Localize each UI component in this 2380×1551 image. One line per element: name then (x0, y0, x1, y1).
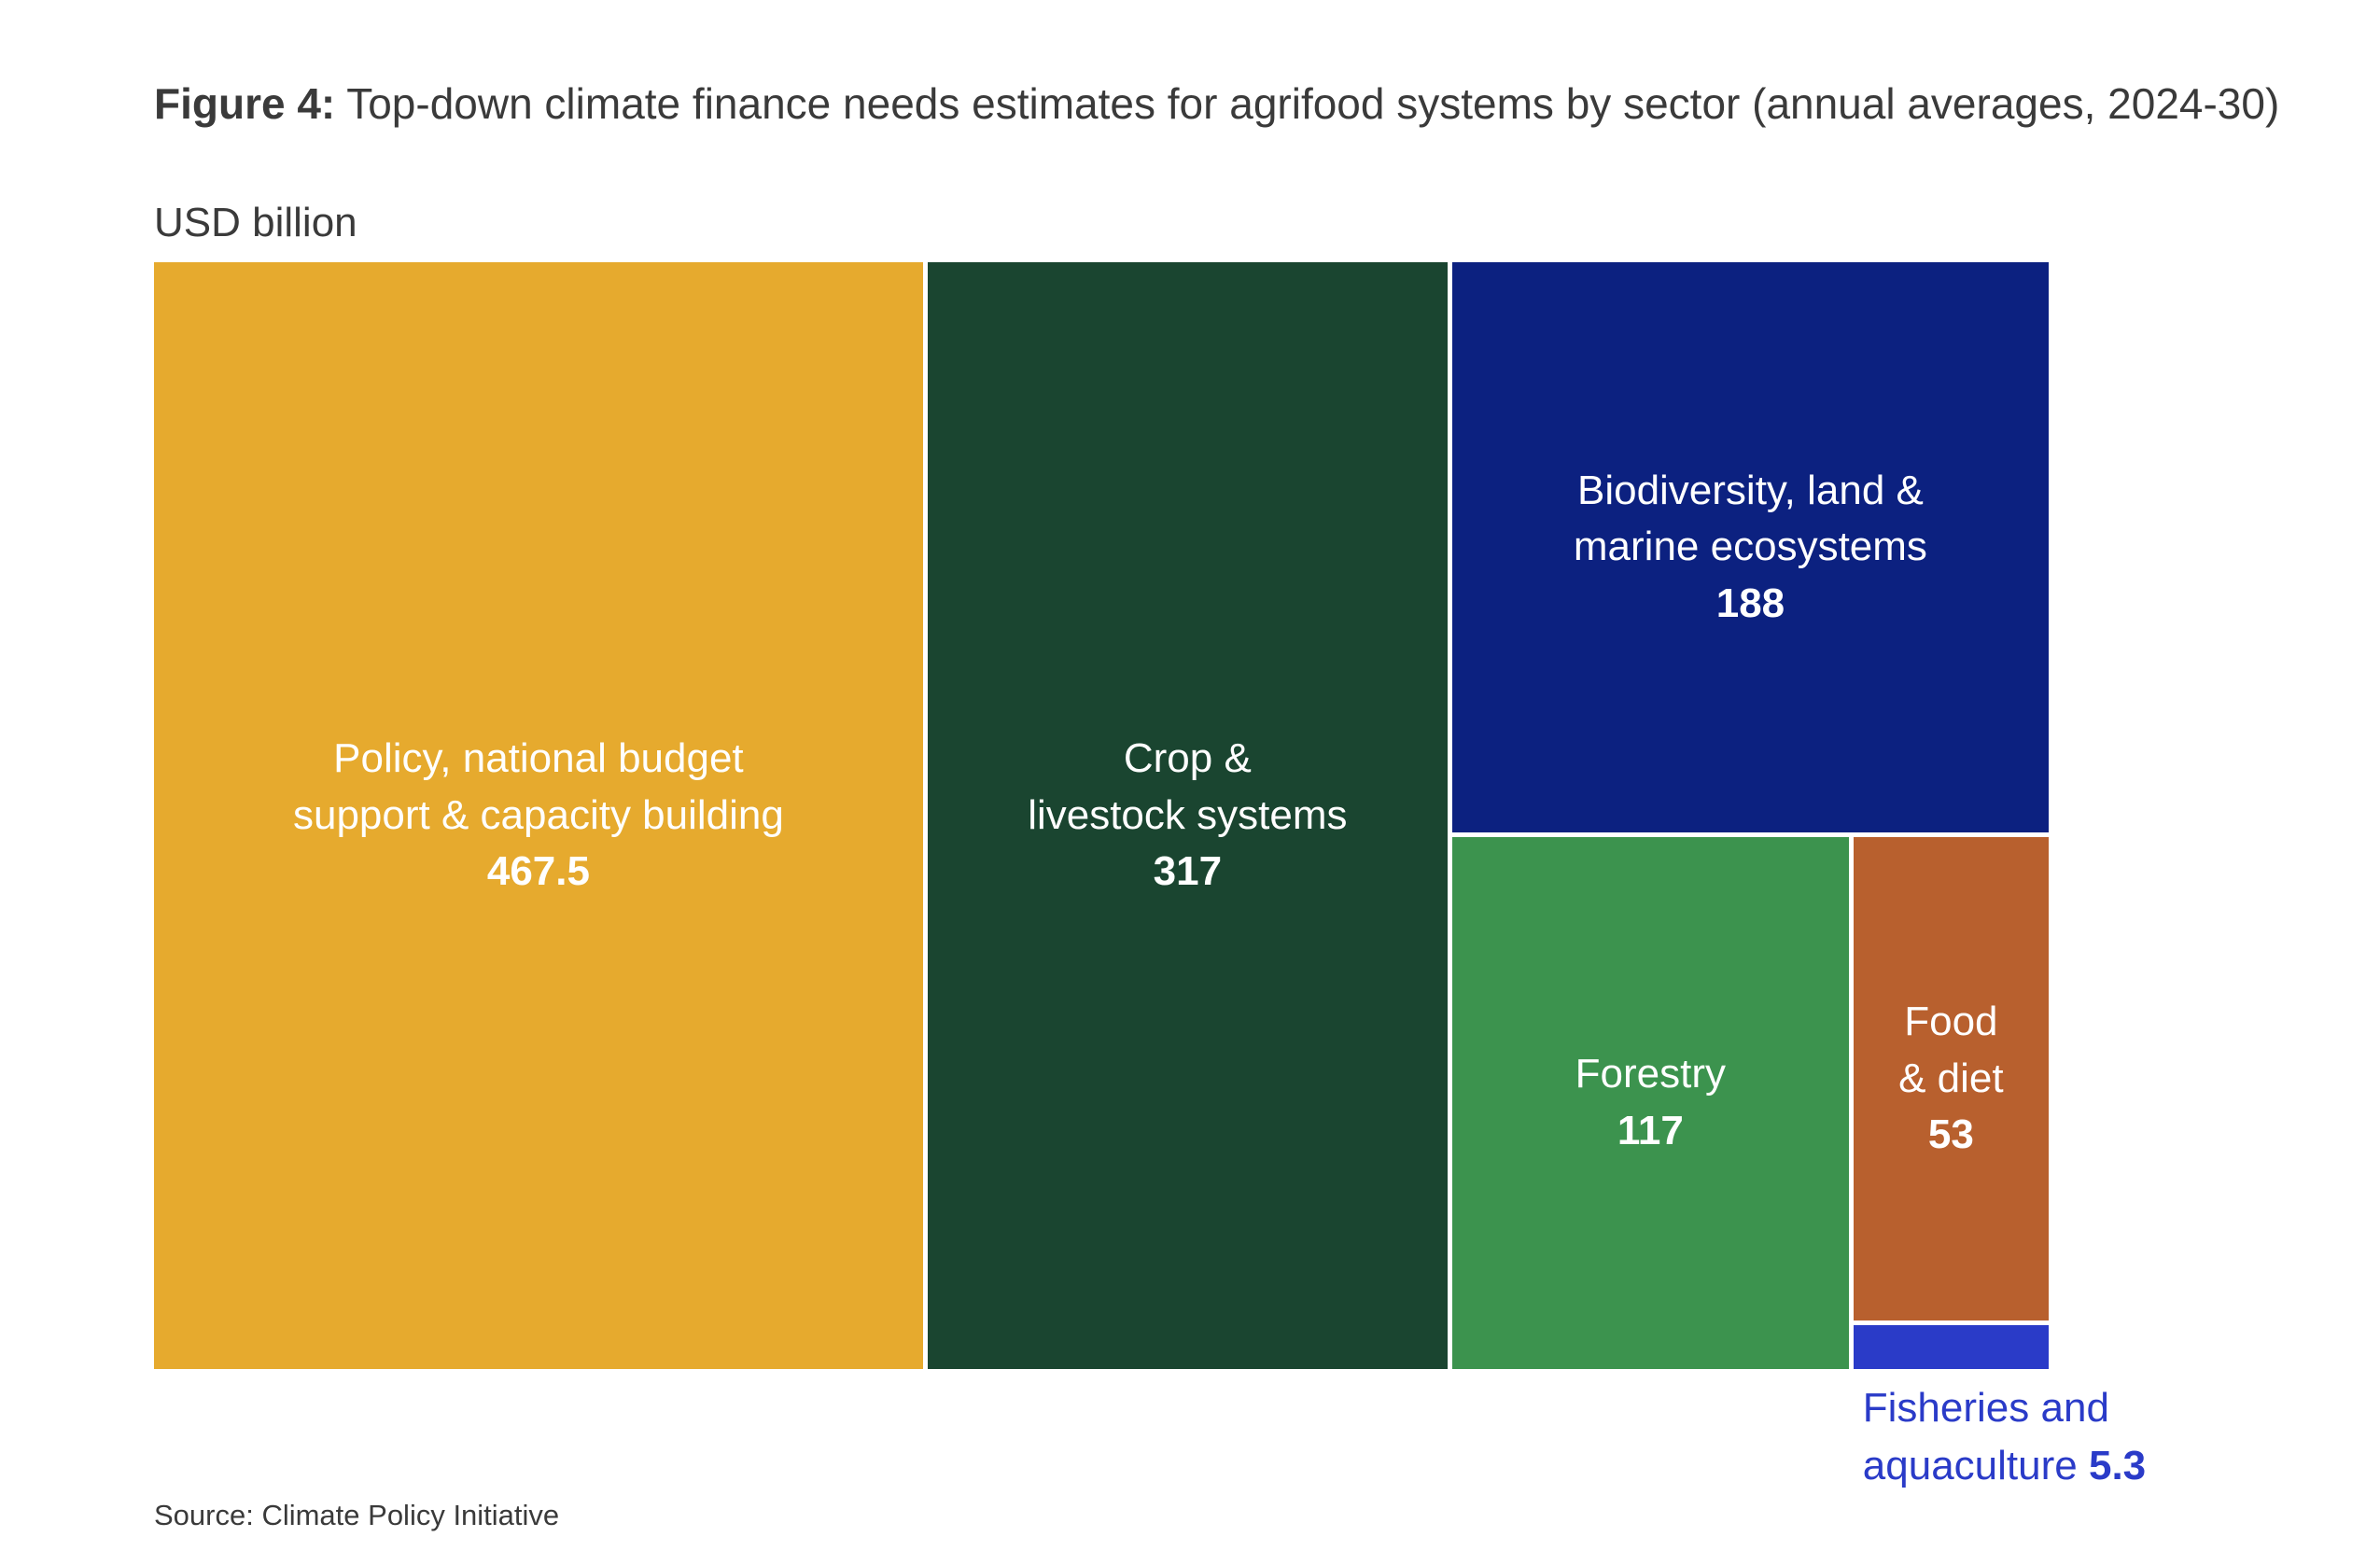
tile: Food & diet 53 (1853, 837, 2049, 1320)
tile: Crop & livestock systems 317 (927, 262, 1448, 1369)
tile-label: Food & diet (1898, 998, 2004, 1101)
tile-label: Forestry (1575, 1051, 1726, 1097)
tile: Biodiversity, land & marine ecosystems 18… (1451, 262, 2049, 833)
title-prefix: Figure 4: (154, 79, 336, 128)
tile: Forestry 117 (1451, 837, 1849, 1369)
value-label: 317 (1153, 848, 1223, 895)
value-label: 53 (1927, 1111, 1974, 1158)
title: Figure 4: Top-down climate finance needs… (154, 78, 2279, 129)
tile: Policy, national budget support & capaci… (154, 262, 923, 1369)
tile-label: Policy, national budget support & capaci… (292, 734, 784, 838)
value-label: 5.3 (2088, 1442, 2147, 1488)
tile-label: Biodiversity, land & marine ecosystems (1573, 467, 1927, 570)
unit-label: USD billion (154, 200, 357, 245)
value-label: 188 (1715, 580, 1785, 627)
tile-label: Crop & livestock systems (1028, 734, 1348, 838)
tile (1853, 1324, 2049, 1369)
value-label: 117 (1617, 1108, 1684, 1154)
tile-label: Fisheries and aquaculture (1862, 1385, 2109, 1488)
tile-label-outside: Fisheries and aquaculture 5.3 (1863, 1379, 2218, 1494)
source: Source: Climate Policy Initiative (154, 1499, 560, 1531)
value-label: 467.5 (486, 848, 590, 895)
title-text: Top-down climate finance needs estimates… (346, 79, 2280, 128)
